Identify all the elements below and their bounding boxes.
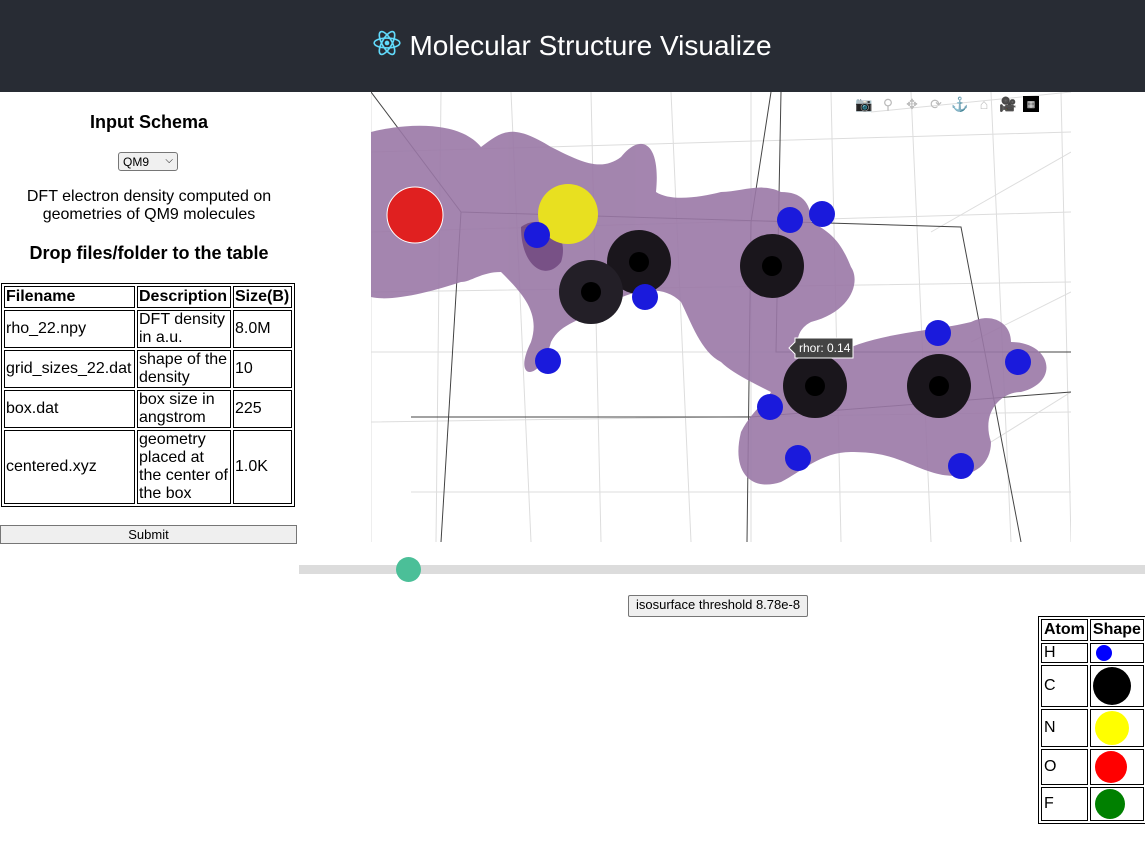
table-header-row: Filename Description Size(B) (4, 286, 292, 308)
legend-header-row: Atom Shape (1041, 619, 1144, 641)
legend-header-shape: Shape (1089, 619, 1144, 641)
legend-shape-cell (1089, 787, 1144, 821)
isosurface-threshold-button[interactable]: isosurface threshold 8.78e-8 (628, 595, 809, 617)
app-header: Molecular Structure Visualize (0, 0, 1145, 92)
hydrogen-swatch (1095, 644, 1112, 661)
file-size: 1.0K (233, 430, 292, 504)
turntable-rotation-icon[interactable]: ⚓ (951, 96, 969, 112)
file-description: shape of the density (137, 350, 231, 388)
react-atom-icon (373, 30, 402, 56)
schema-select-value: QM9 (123, 154, 150, 169)
hydrogen-atom (809, 201, 835, 227)
legend-row: C (1041, 665, 1144, 707)
legend-atom-label: F (1041, 787, 1088, 821)
atom-spheres (386, 184, 1031, 479)
chevron-down-icon: ⌵ (165, 155, 173, 166)
file-size: 225 (233, 390, 292, 428)
file-description: DFT density in a.u. (137, 310, 231, 348)
column-header-filename: Filename (4, 286, 135, 308)
carbon-swatch (1092, 667, 1131, 705)
table-row: grid_sizes_22.dat shape of the density 1… (4, 350, 292, 388)
hydrogen-atom (785, 445, 811, 471)
hover-tooltip: rhor: 0.14 (788, 337, 854, 359)
legend-row: O (1041, 749, 1144, 785)
hydrogen-atom (632, 284, 658, 310)
isosurface-slider-handle[interactable] (396, 557, 422, 582)
plot-modebar: 📷 ⚲ ✥ ⟳ ⚓ ⌂ 🎥 ▦ (855, 96, 1039, 113)
nitrogen-atom (538, 184, 598, 244)
fluorine-swatch (1094, 789, 1125, 819)
plotly-logo-icon[interactable]: ▦ (1023, 96, 1039, 112)
file-description: box size in angstrom (137, 390, 231, 428)
file-size: 8.0M (233, 310, 292, 348)
pan-icon[interactable]: ✥ (906, 96, 918, 112)
schema-description: DFT electron density computed on geometr… (26, 188, 272, 223)
table-row: box.dat box size in angstrom 225 (4, 390, 292, 428)
legend-atom-label: C (1041, 665, 1088, 707)
density-isosurface (371, 125, 1047, 485)
column-header-size: Size(B) (233, 286, 292, 308)
camera-icon[interactable]: 📷 (855, 96, 873, 112)
hydrogen-atom (524, 222, 550, 248)
legend-shape-cell (1089, 749, 1144, 785)
atom-legend-table: Atom Shape H C N O F (1038, 616, 1145, 824)
submit-button[interactable]: Submit (0, 525, 297, 544)
files-table[interactable]: Filename Description Size(B) rho_22.npy … (1, 283, 295, 507)
legend-atom-label: O (1041, 749, 1088, 785)
molecule-3d-plot[interactable]: rhor: 0.14 (371, 92, 1071, 542)
column-header-description: Description (137, 286, 231, 308)
nitrogen-swatch (1094, 711, 1129, 745)
legend-atom-label: H (1041, 643, 1088, 663)
file-size: 10 (233, 350, 292, 388)
orbit-rotation-icon[interactable]: ⟳ (930, 96, 942, 112)
oxygen-swatch (1094, 751, 1127, 783)
file-description: geometry placed at the center of the box (137, 430, 231, 504)
save-camera-icon[interactable]: 🎥 (999, 96, 1017, 112)
file-name: grid_sizes_22.dat (4, 350, 135, 388)
legend-row: H (1041, 643, 1144, 663)
hydrogen-atom (948, 453, 974, 479)
hydrogen-atom (535, 348, 561, 374)
table-row: rho_22.npy DFT density in a.u. 8.0M (4, 310, 292, 348)
file-name: centered.xyz (4, 430, 135, 504)
input-schema-heading: Input Schema (89, 112, 209, 132)
isosurface-slider-track[interactable] (299, 565, 1145, 574)
drop-files-heading: Drop files/folder to the table (29, 243, 269, 263)
table-row: centered.xyz geometry placed at the cent… (4, 430, 292, 504)
reset-camera-icon[interactable]: ⌂ (979, 96, 989, 112)
file-name: box.dat (4, 390, 135, 428)
legend-shape-cell (1089, 665, 1144, 707)
file-name: rho_22.npy (4, 310, 135, 348)
legend-row: N (1041, 709, 1144, 747)
hydrogen-atom (757, 394, 783, 420)
schema-select[interactable]: QM9 ⌵ (118, 152, 178, 171)
tooltip-text: rhor: 0.14 (799, 341, 851, 355)
app-title: Molecular Structure Visualize (409, 30, 772, 61)
zoom-icon[interactable]: ⚲ (882, 96, 894, 112)
hydrogen-atom (1005, 349, 1031, 375)
hydrogen-atom (777, 207, 803, 233)
legend-header-atom: Atom (1041, 619, 1088, 641)
hydrogen-atom (925, 320, 951, 346)
oxygen-atom (386, 186, 444, 244)
legend-shape-cell (1089, 643, 1144, 663)
legend-shape-cell (1089, 709, 1144, 747)
legend-row: F (1041, 787, 1144, 821)
legend-atom-label: N (1041, 709, 1088, 747)
